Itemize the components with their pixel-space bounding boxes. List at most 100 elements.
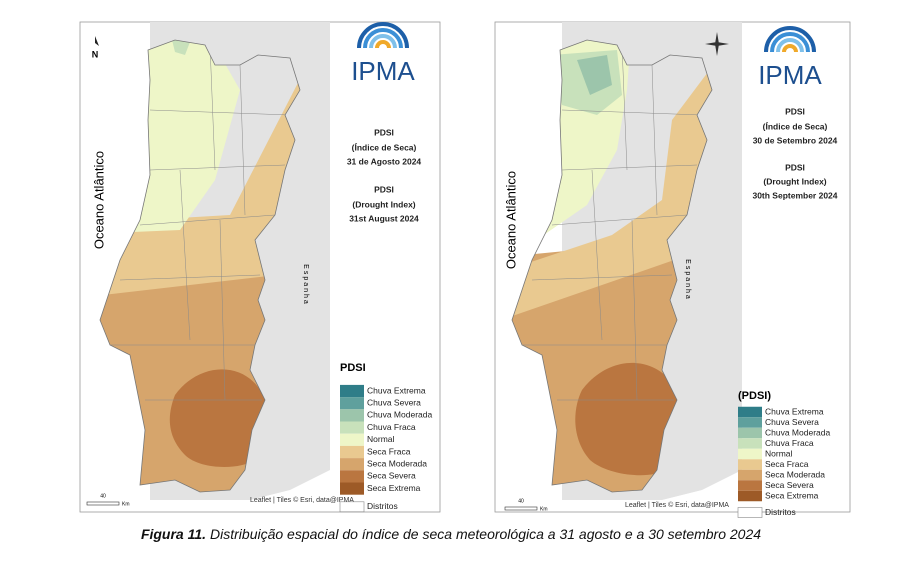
logo-text: IPMA [351, 56, 415, 86]
legend-swatch [340, 433, 364, 446]
logo-arc [770, 32, 810, 53]
legend-swatch [340, 397, 364, 410]
logo-arc [363, 28, 403, 49]
info-text: (Índice de Seca) [763, 121, 828, 131]
legend-swatch [737, 507, 763, 518]
info-text: (Drought Index) [352, 199, 415, 209]
legend-label: Seca Severa [765, 480, 814, 490]
ocean-label: Oceano Atlântico [503, 171, 518, 269]
drought-zone [575, 362, 680, 476]
district-border [149, 164, 286, 171]
legend-swatch [738, 448, 762, 460]
info-text: 30 de Setembro 2024 [753, 135, 838, 145]
drought-zone [172, 40, 190, 55]
caption-text: Distribuição espacial do índice de seca … [210, 526, 762, 542]
district-border [561, 109, 703, 116]
legend-swatch [340, 409, 364, 422]
logo-arc [357, 22, 409, 49]
legend-swatch [340, 384, 364, 398]
info-text: PDSI [785, 162, 805, 172]
logo-arc [764, 26, 816, 53]
district-border [119, 274, 261, 281]
legend-label: Seca Extrema [765, 490, 819, 500]
logo-arc [782, 44, 798, 53]
info-text: PDSI [374, 127, 394, 137]
district-border [139, 214, 276, 226]
map-panel: IPMA PDSI (Índice de Seca) 31 de Agosto 202… [79, 21, 441, 513]
legend-label: Normal [367, 434, 395, 444]
legend-swatch [738, 438, 762, 449]
district-border [239, 64, 246, 216]
legend-swatch [738, 406, 762, 418]
district-border [621, 44, 628, 171]
info-text: (Drought Index) [763, 176, 826, 186]
district-border [219, 219, 226, 401]
figure: IPMA PDSI (Índice de Seca) 31 de Agosto 202… [79, 21, 851, 518]
attribution: Leaflet | Tiles © Esri, data@IPMA [250, 496, 354, 504]
legend-title: PDSI [340, 362, 366, 374]
attribution: Leaflet | Tiles © Esri, data@IPMA [625, 501, 729, 509]
scale-bar [86, 501, 120, 506]
legend-label: Distritos [367, 501, 398, 511]
legend-swatch [339, 501, 365, 513]
legend-swatch [340, 458, 364, 471]
scale-value: 40 [100, 493, 106, 499]
legend-label: Chuva Extrema [765, 406, 824, 416]
drought-zone [577, 55, 612, 95]
district-border [591, 169, 603, 341]
district-border [561, 164, 698, 171]
district-border [179, 169, 191, 341]
legend-swatch [340, 470, 364, 483]
info-text: PDSI [374, 184, 394, 194]
legend-label: Chuva Severa [367, 397, 421, 407]
compass [705, 32, 729, 56]
legend-title: (PDSI) [738, 390, 771, 402]
district-border [651, 64, 658, 216]
legend-label: Seca Extrema [367, 483, 421, 493]
district-border [209, 44, 216, 171]
district-border [631, 219, 638, 401]
logo-arc [375, 40, 391, 49]
info-text: (Índice de Seca) [352, 142, 417, 152]
drought-zone [169, 369, 265, 467]
legend-label: Chuva Severa [765, 417, 819, 427]
info-text: 31 de Agosto 2024 [347, 156, 422, 166]
legend-label: Chuva Fraca [367, 422, 416, 432]
logo-arc [369, 34, 397, 49]
north-arrow [95, 36, 99, 46]
scale-unit: Km [122, 501, 130, 507]
info-text: PDSI [785, 106, 805, 116]
portugal-outline [99, 39, 301, 493]
map [99, 22, 330, 500]
scale-value: 40 [518, 498, 524, 504]
legend-label: Seca Moderada [367, 458, 427, 468]
legend-label: Seca Fraca [765, 459, 809, 469]
legend-swatch [340, 445, 364, 459]
legend-swatch [340, 482, 364, 495]
caption-label: Figura 11. [140, 526, 207, 542]
legend-label: Chuva Extrema [367, 385, 426, 395]
country-label: Espanha [684, 259, 691, 301]
legend-label: Chuva Moderada [765, 427, 830, 437]
legend-swatch [738, 480, 762, 491]
ocean-label: Oceano Atlântico [91, 151, 106, 249]
legend-label: Chuva Moderada [367, 410, 432, 420]
caption: Figura 11. Distribuição espacial do índic… [0, 526, 902, 542]
country-label: Espanha [302, 264, 309, 306]
legend-label: Distritos [765, 507, 796, 517]
legend-swatch [738, 490, 762, 502]
drought-zone [512, 40, 712, 330]
scale-unit: Km [540, 506, 548, 512]
legend-label: Chuva Fraca [765, 438, 814, 448]
logo-arc [776, 38, 804, 53]
legend-label: Normal [765, 448, 793, 458]
legend-swatch [738, 417, 762, 428]
legend-label: Seca Fraca [367, 446, 411, 456]
district-border [149, 109, 291, 116]
legend-swatch [738, 427, 762, 439]
portugal-outline [511, 39, 713, 493]
logo-text: IPMA [758, 60, 822, 90]
legend-label: Seca Moderada [765, 469, 825, 479]
map-panel: IPMA PDSI (Índice de Seca) 30 de Setembro 2… [494, 21, 851, 518]
